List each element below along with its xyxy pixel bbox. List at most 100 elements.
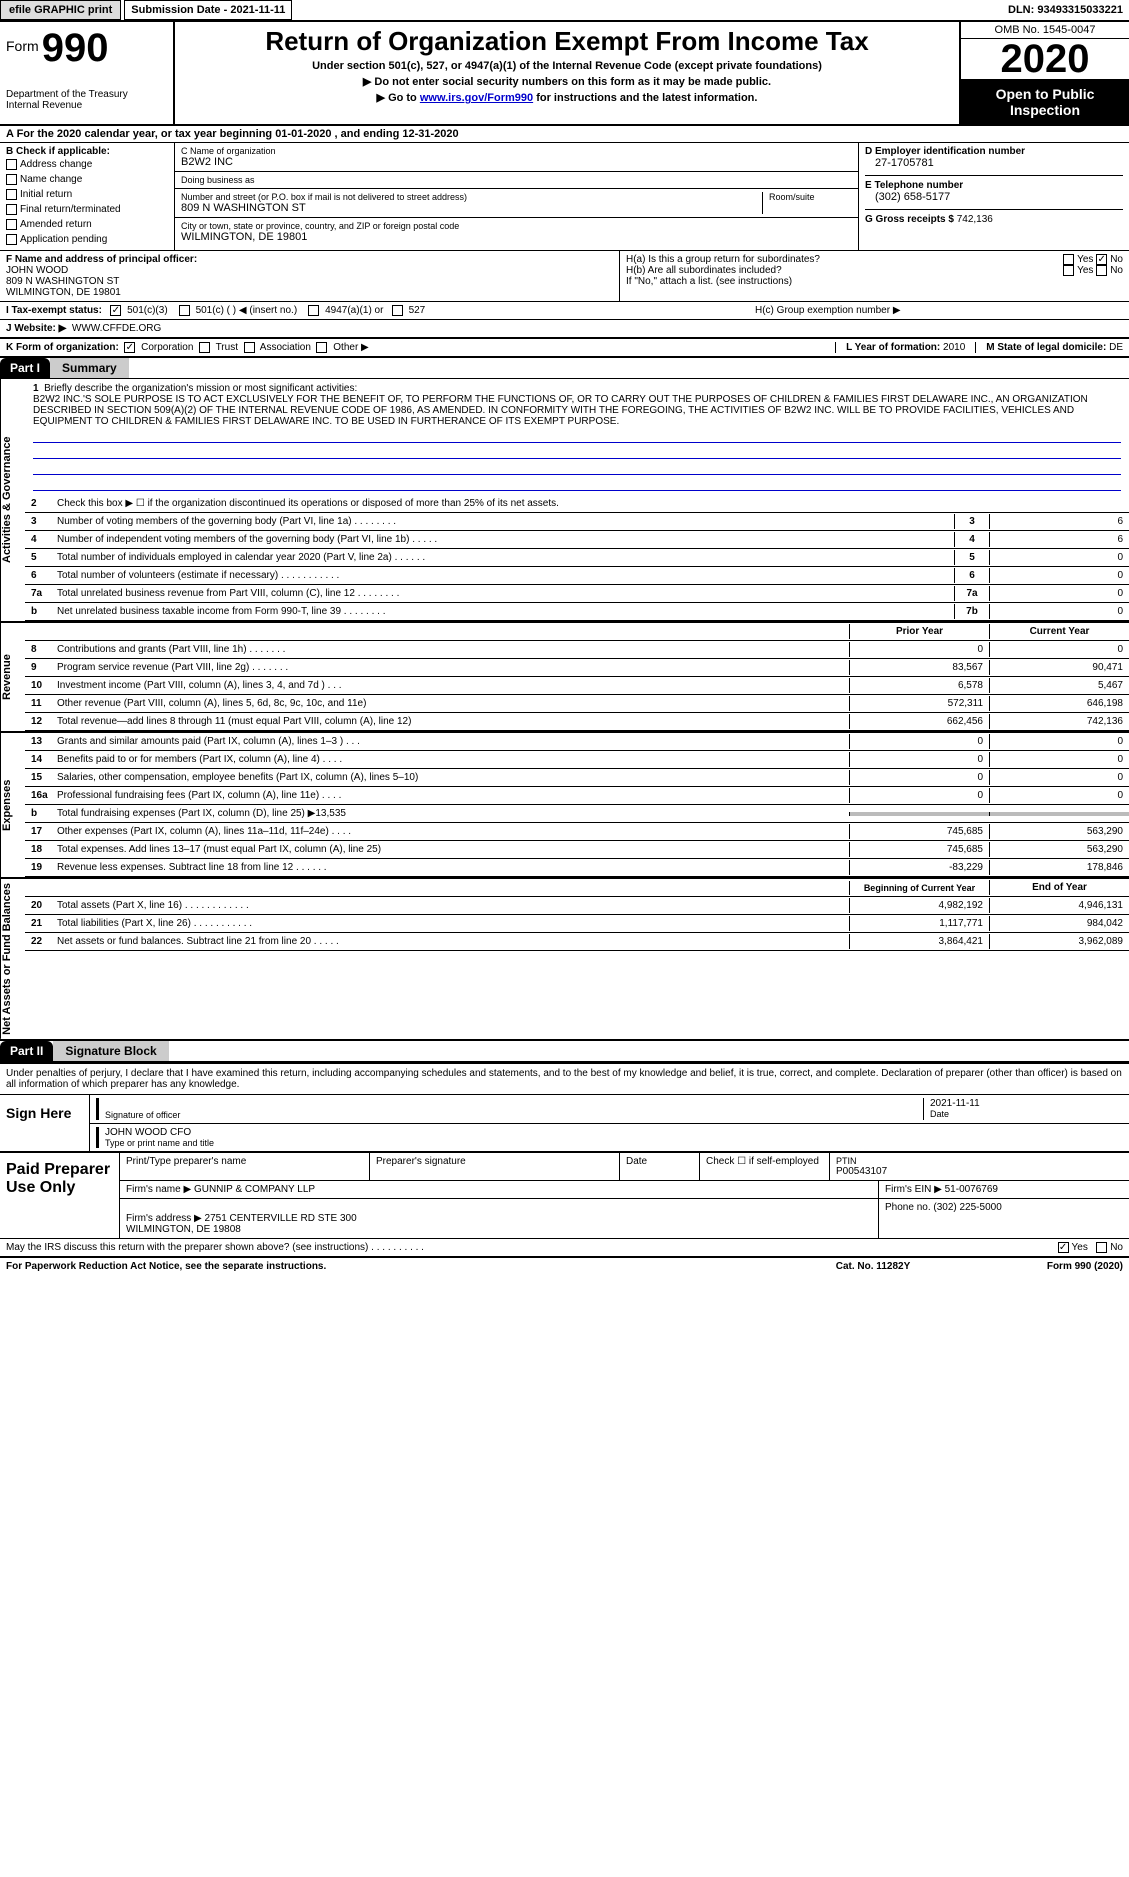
hb-no-check[interactable]	[1096, 265, 1107, 276]
row-a-tax-year: A For the 2020 calendar year, or tax yea…	[0, 126, 1129, 143]
527-check[interactable]	[392, 305, 403, 316]
officer-name-title: JOHN WOOD CFO	[105, 1127, 1123, 1138]
summary-row: 13Grants and similar amounts paid (Part …	[25, 733, 1129, 751]
tax-year: 2020	[961, 39, 1129, 80]
city-cell: City or town, state or province, country…	[175, 218, 858, 246]
dln: DLN: 93493315033221	[1008, 4, 1129, 16]
check-application-pending[interactable]: Application pending	[6, 232, 168, 247]
summary-row: 15Salaries, other compensation, employee…	[25, 769, 1129, 787]
paperwork-notice: For Paperwork Reduction Act Notice, see …	[6, 1261, 773, 1272]
blank-line	[33, 479, 1121, 491]
efile-print-button[interactable]: efile GRAPHIC print	[0, 0, 121, 20]
form-word: Form	[6, 38, 39, 54]
check-initial-return[interactable]: Initial return	[6, 187, 168, 202]
summary-row: 4Number of independent voting members of…	[25, 531, 1129, 549]
subtitle-3: ▶ Go to www.irs.gov/Form990 for instruct…	[181, 91, 953, 104]
header-right: OMB No. 1545-0047 2020 Open to Public In…	[959, 22, 1129, 124]
subtitle-2: ▶ Do not enter social security numbers o…	[181, 75, 953, 88]
check-address-change[interactable]: Address change	[6, 157, 168, 172]
preparer-header-row: Print/Type preparer's name Preparer's si…	[120, 1153, 1129, 1181]
column-headers-rev: Prior Year Current Year	[25, 623, 1129, 641]
ha-no-check[interactable]: ✓	[1096, 254, 1107, 265]
firm-name: GUNNIP & COMPANY LLP	[194, 1184, 315, 1195]
identity-grid: B Check if applicable: Address change Na…	[0, 143, 1129, 251]
summary-row: 18Total expenses. Add lines 13–17 (must …	[25, 841, 1129, 859]
dept-treasury: Department of the Treasury Internal Reve…	[6, 89, 167, 111]
discuss-row: May the IRS discuss this return with the…	[0, 1238, 1129, 1258]
trust-check[interactable]	[199, 342, 210, 353]
summary-row: 3Number of voting members of the governi…	[25, 513, 1129, 531]
street-address: 809 N WASHINGTON ST	[181, 202, 762, 214]
telephone: (302) 658-5177	[865, 191, 1123, 203]
signature-line: Signature of officer 2021-11-11 Date	[90, 1095, 1129, 1124]
ha-yes-check[interactable]	[1063, 254, 1074, 265]
summary-row: 19Revenue less expenses. Subtract line 1…	[25, 859, 1129, 877]
firm-phone: (302) 225-5000	[933, 1202, 1001, 1213]
discuss-yes-check[interactable]: ✓	[1058, 1242, 1069, 1253]
signature-date: 2021-11-11	[930, 1098, 1123, 1109]
firm-name-row: Firm's name ▶ GUNNIP & COMPANY LLP Firm'…	[120, 1181, 1129, 1199]
summary-row: 16aProfessional fundraising fees (Part I…	[25, 787, 1129, 805]
firm-address-row: Firm's address ▶ 2751 CENTERVILLE RD STE…	[120, 1199, 1129, 1238]
open-to-public: Open to Public Inspection	[961, 80, 1129, 124]
mission-block: 1 Briefly describe the organization's mi…	[25, 379, 1129, 495]
501c3-check[interactable]: ✓	[110, 305, 121, 316]
row-i: I Tax-exempt status: ✓ 501(c)(3) 501(c) …	[0, 302, 1129, 320]
hb-yes-check[interactable]	[1063, 265, 1074, 276]
summary-row: 7aTotal unrelated business revenue from …	[25, 585, 1129, 603]
row-2: 2 Check this box ▶ ☐ if the organization…	[25, 495, 1129, 513]
summary-row: 20Total assets (Part X, line 16) . . . .…	[25, 897, 1129, 915]
column-d: D Employer identification number 27-1705…	[859, 143, 1129, 250]
summary-row: bNet unrelated business taxable income f…	[25, 603, 1129, 621]
check-amended-return[interactable]: Amended return	[6, 217, 168, 232]
summary-row: 11Other revenue (Part VIII, column (A), …	[25, 695, 1129, 713]
website-value: WWW.CFFDE.ORG	[72, 323, 161, 334]
assoc-check[interactable]	[244, 342, 255, 353]
dba-cell: Doing business as	[175, 172, 858, 189]
check-name-change[interactable]: Name change	[6, 172, 168, 187]
col-b-title: B Check if applicable:	[6, 146, 168, 157]
other-check[interactable]	[316, 342, 327, 353]
address-cell: Number and street (or P.O. box if mail i…	[175, 189, 858, 218]
501c-check[interactable]	[179, 305, 190, 316]
form-of-organization: K Form of organization: ✓ Corporation Tr…	[6, 342, 369, 353]
summary-row: 9Program service revenue (Part VIII, lin…	[25, 659, 1129, 677]
vlabel-net-assets: Net Assets or Fund Balances	[0, 879, 25, 1039]
tax-exempt-status: I Tax-exempt status: ✓ 501(c)(3) 501(c) …	[0, 302, 749, 319]
summary-row: bTotal fundraising expenses (Part IX, co…	[25, 805, 1129, 823]
vlabel-governance: Activities & Governance	[0, 379, 25, 621]
group-return: H(a) Is this a group return for subordin…	[620, 251, 1129, 301]
paid-preparer-label: Paid Preparer Use Only	[0, 1153, 120, 1238]
summary-row: 6Total number of volunteers (estimate if…	[25, 567, 1129, 585]
form-number: 990	[42, 26, 109, 71]
discuss-no-check[interactable]	[1096, 1242, 1107, 1253]
column-headers-net: Beginning of Current Year End of Year	[25, 879, 1129, 897]
gross-receipts-block: G Gross receipts $ 742,136	[865, 209, 1123, 225]
row-k: K Form of organization: ✓ Corporation Tr…	[0, 339, 1129, 358]
row-f: F Name and address of principal officer:…	[0, 251, 1129, 302]
blank-line	[33, 463, 1121, 475]
part-1-header: Part I Summary	[0, 358, 1129, 379]
summary-row: 10Investment income (Part VIII, column (…	[25, 677, 1129, 695]
column-c: C Name of organization B2W2 INC Doing bu…	[175, 143, 859, 250]
vlabel-revenue: Revenue	[0, 623, 25, 731]
subtitle-1: Under section 501(c), 527, or 4947(a)(1)…	[181, 60, 953, 72]
4947-check[interactable]	[308, 305, 319, 316]
gross-receipts: 742,136	[957, 214, 993, 225]
section-governance: Activities & Governance 1 Briefly descri…	[0, 379, 1129, 623]
perjury-declaration: Under penalties of perjury, I declare th…	[0, 1064, 1129, 1094]
sign-here-label: Sign Here	[0, 1095, 90, 1151]
column-b: B Check if applicable: Address change Na…	[0, 143, 175, 250]
city-state-zip: WILMINGTON, DE 19801	[181, 231, 852, 243]
ptin: P00543107	[836, 1166, 1123, 1177]
summary-row: 14Benefits paid to or for members (Part …	[25, 751, 1129, 769]
mission-text: B2W2 INC.'S SOLE PURPOSE IS TO ACT EXCLU…	[33, 394, 1088, 427]
submission-date: Submission Date - 2021-11-11	[124, 0, 292, 20]
check-final-return[interactable]: Final return/terminated	[6, 202, 168, 217]
irs-link[interactable]: www.irs.gov/Form990	[420, 92, 533, 104]
org-name-cell: C Name of organization B2W2 INC	[175, 143, 858, 172]
form-title: Return of Organization Exempt From Incom…	[181, 26, 953, 57]
summary-row: 8Contributions and grants (Part VIII, li…	[25, 641, 1129, 659]
part-2-header: Part II Signature Block	[0, 1041, 1129, 1062]
corp-check[interactable]: ✓	[124, 342, 135, 353]
